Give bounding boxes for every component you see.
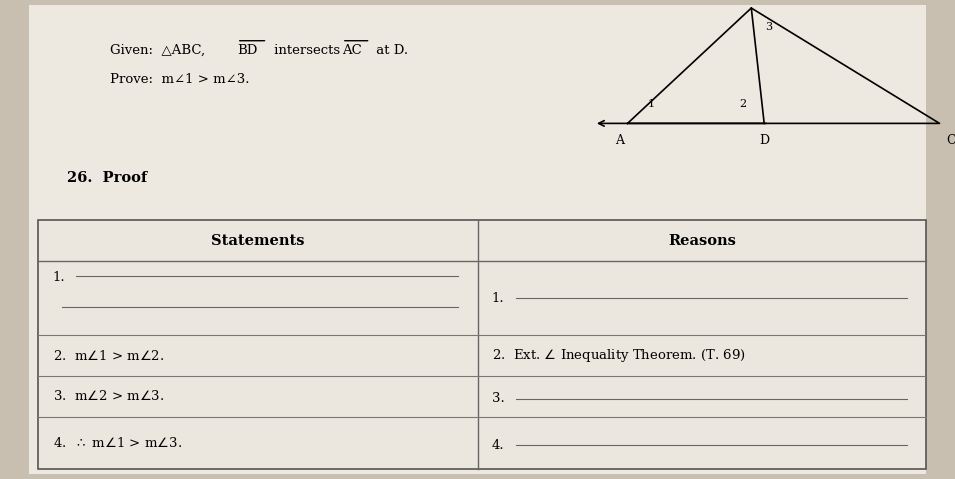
Text: A: A — [615, 134, 625, 147]
Text: 1: 1 — [647, 99, 655, 109]
Text: intersects: intersects — [270, 44, 349, 57]
Text: 1.: 1. — [53, 271, 65, 285]
Text: D: D — [759, 134, 770, 147]
Text: 4.: 4. — [492, 439, 504, 452]
Text: at D.: at D. — [372, 44, 409, 57]
Text: BD: BD — [237, 44, 257, 57]
Text: 2.  m$\angle$1 > m$\angle$2.: 2. m$\angle$1 > m$\angle$2. — [53, 349, 164, 363]
Text: 1.: 1. — [492, 292, 504, 305]
Bar — [38, 220, 926, 469]
Text: C: C — [946, 134, 955, 147]
Text: 3.: 3. — [492, 392, 504, 405]
Text: 3: 3 — [765, 22, 772, 32]
Text: Given:  △ABC,: Given: △ABC, — [110, 44, 214, 57]
Text: Reasons: Reasons — [668, 234, 736, 248]
Text: AC: AC — [342, 44, 362, 57]
Text: 2: 2 — [739, 99, 747, 109]
Text: 4.  $\therefore$ m$\angle$1 > m$\angle$3.: 4. $\therefore$ m$\angle$1 > m$\angle$3. — [53, 436, 181, 450]
Text: 2.  Ext. $\angle$ Inequality Theorem. (T. 69): 2. Ext. $\angle$ Inequality Theorem. (T.… — [492, 347, 746, 364]
Text: Prove:  m∠1 > m∠3.: Prove: m∠1 > m∠3. — [110, 72, 249, 86]
Text: 3.  m$\angle$2 > m$\angle$3.: 3. m$\angle$2 > m$\angle$3. — [53, 389, 164, 403]
Text: 26.  Proof: 26. Proof — [67, 171, 147, 185]
Text: Statements: Statements — [211, 234, 305, 248]
